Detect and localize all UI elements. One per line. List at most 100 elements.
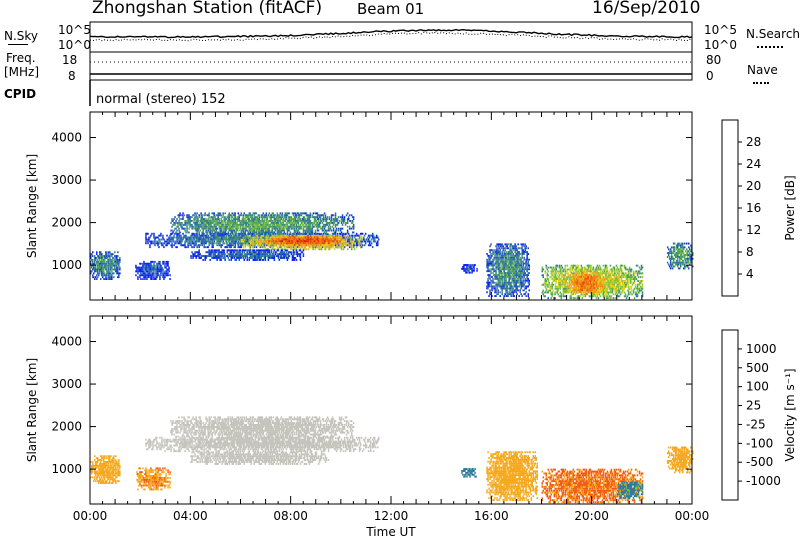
range-cell — [321, 229, 324, 232]
range-cell — [168, 266, 170, 269]
range-cell — [337, 236, 340, 239]
range-cell — [191, 220, 193, 222]
range-cell — [497, 289, 499, 292]
range-cell — [235, 249, 237, 252]
range-cell — [269, 236, 272, 239]
range-cell — [363, 240, 366, 243]
range-cell — [277, 238, 280, 241]
range-cell — [221, 244, 223, 247]
range-cell — [269, 233, 272, 236]
range-cell — [232, 225, 234, 228]
range-cell — [514, 243, 516, 246]
range-cell — [269, 220, 272, 222]
range-cell — [95, 276, 97, 279]
range-cell — [97, 272, 99, 275]
range-cell — [181, 214, 183, 217]
range-cell — [254, 236, 256, 239]
range-cell — [185, 246, 187, 249]
range-cell — [222, 242, 224, 245]
range-cell — [213, 257, 215, 259]
range-cell — [301, 251, 304, 254]
range-cell — [184, 222, 186, 224]
range-cell — [202, 229, 204, 232]
range-cell — [263, 218, 266, 220]
range-cell — [207, 240, 209, 243]
range-cell — [296, 222, 299, 224]
range-cell — [251, 223, 253, 226]
range-cell — [302, 242, 305, 245]
range-cell — [212, 257, 214, 259]
range-cell — [265, 232, 268, 235]
range-cell — [240, 242, 242, 245]
range-cell — [488, 276, 490, 278]
range-cell — [323, 225, 326, 228]
range-cell — [326, 238, 329, 241]
range-cell — [140, 274, 142, 277]
range-cell — [500, 264, 502, 267]
range-cell — [281, 216, 284, 219]
range-cell — [308, 222, 311, 224]
range-cell — [250, 220, 252, 222]
range-cell — [103, 268, 105, 271]
range-cell — [98, 260, 100, 263]
range-cell — [180, 238, 182, 241]
range-cell — [315, 220, 318, 222]
range-cell — [307, 222, 310, 224]
range-cell — [340, 216, 343, 219]
range-cell — [96, 257, 98, 259]
range-cell — [118, 260, 120, 263]
range-cell — [369, 240, 372, 243]
range-cell — [237, 242, 239, 245]
range-cell — [330, 216, 333, 219]
range-cell — [302, 248, 305, 251]
range-cell — [292, 236, 295, 239]
range-cell — [322, 218, 325, 220]
range-cell — [228, 244, 230, 247]
range-cell — [273, 234, 276, 237]
range-cell — [195, 216, 197, 219]
range-cell — [295, 242, 298, 245]
range-cell — [93, 264, 95, 267]
range-cell — [518, 262, 520, 265]
range-cell — [334, 216, 337, 219]
range-cell — [369, 234, 372, 237]
range-cell — [274, 234, 277, 237]
range-cell — [205, 236, 207, 239]
range-cell — [280, 257, 283, 259]
range-cell — [171, 229, 173, 232]
range-cell — [290, 236, 293, 239]
range-cell — [104, 272, 106, 275]
range-cell — [290, 251, 293, 254]
range-cell — [320, 234, 323, 237]
range-cell — [510, 243, 512, 246]
range-cell — [339, 234, 342, 237]
range-cell — [254, 255, 256, 257]
range-cell — [283, 225, 286, 228]
range-cell — [101, 253, 103, 256]
range-cell — [286, 246, 289, 249]
range-cell — [260, 238, 263, 241]
range-cell — [346, 240, 349, 243]
range-cell — [316, 212, 319, 215]
range-cell — [242, 220, 244, 222]
range-cell — [215, 255, 217, 257]
range-cell — [149, 270, 151, 273]
range-cell — [244, 253, 246, 256]
range-cell — [275, 218, 278, 220]
range-cell — [206, 225, 208, 228]
range-cell — [144, 274, 146, 277]
range-cell — [227, 232, 229, 235]
range-cell — [278, 234, 281, 237]
range-cell — [239, 242, 241, 245]
range-cell — [375, 236, 378, 239]
range-cell — [330, 242, 333, 245]
range-cell — [341, 244, 344, 247]
range-cell — [303, 232, 306, 235]
range-cell — [520, 293, 522, 296]
range-cell — [171, 236, 173, 239]
range-cell — [357, 240, 360, 243]
range-cell — [352, 223, 355, 226]
range-cell — [258, 222, 261, 224]
range-cell — [344, 244, 347, 247]
range-cell — [256, 257, 259, 259]
